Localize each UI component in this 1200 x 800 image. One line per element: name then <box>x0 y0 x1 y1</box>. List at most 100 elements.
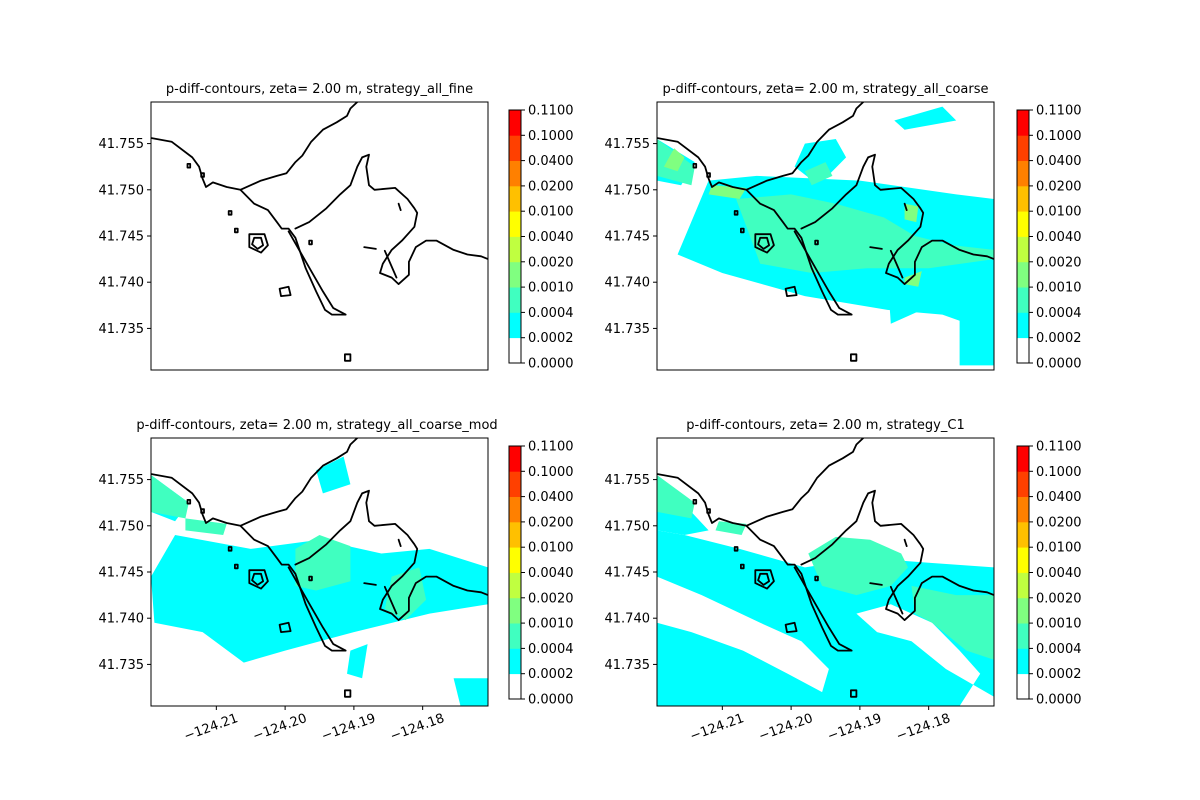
coastline-path <box>903 538 908 547</box>
coastline-path <box>903 202 908 212</box>
colorbar-tick-label: 0.0400 <box>528 154 574 169</box>
subplot-strategy-all-coarse: p-diff-contours, zeta= 2.00 m, strategy_… <box>605 82 1082 372</box>
coastline-path <box>706 508 711 514</box>
colorbar-segment <box>509 673 521 700</box>
coastline-path <box>383 249 398 279</box>
colorbar-tick-label: 0.0004 <box>1036 306 1082 321</box>
coastline-path <box>151 438 359 527</box>
colorbar-segment <box>1017 648 1029 675</box>
colorbar-tick-label: 0.1100 <box>528 104 574 119</box>
coastline-path <box>343 689 352 698</box>
colorbar-segment <box>509 471 521 497</box>
coastline-path <box>248 569 269 590</box>
plot-area <box>151 438 488 706</box>
colorbar-tick-label: 0.0020 <box>528 255 574 270</box>
colorbar-segment <box>509 312 521 339</box>
colorbar-tick-label: 0.0000 <box>528 693 574 708</box>
coastline-path <box>151 102 359 191</box>
subplot-strategy-c1: p-diff-contours, zeta= 2.00 m, strategy_… <box>605 418 1082 744</box>
coastline-path <box>343 353 352 362</box>
x-tick-label: −124.19 <box>826 711 884 744</box>
coastline-path <box>733 546 739 552</box>
colorbar-segment <box>509 160 521 187</box>
contour-fill-region <box>911 585 994 660</box>
contour-fill-region <box>453 678 488 706</box>
coastline-path <box>294 489 488 621</box>
coastline-path <box>248 233 269 254</box>
colorbar-segment <box>1017 185 1029 212</box>
coastline-path <box>800 153 994 286</box>
colorbar-segment <box>1017 597 1029 624</box>
x-tick-label: −124.19 <box>320 711 378 744</box>
y-tick-label: 41.745 <box>99 230 145 245</box>
colorbar-tick-label: 0.0200 <box>528 515 574 530</box>
coastline-path <box>383 585 398 615</box>
subplot-title: p-diff-contours, zeta= 2.00 m, strategy_… <box>686 418 964 433</box>
coastline-path <box>889 585 904 615</box>
coastline-path <box>397 202 402 212</box>
colorbar-segment <box>509 623 521 649</box>
colorbar-tick-label: 0.0000 <box>1036 357 1082 372</box>
colorbar-segment <box>1017 623 1029 649</box>
coastline-path <box>239 524 347 652</box>
colorbar-tick-label: 0.0200 <box>1036 179 1082 194</box>
colorbar-tick-label: 0.0004 <box>528 642 574 657</box>
colorbar-tick-label: 0.0020 <box>1036 591 1082 606</box>
coastline-path <box>754 569 775 590</box>
colorbar-segment <box>509 521 521 548</box>
coastline-path <box>186 162 192 169</box>
y-tick-label: 41.735 <box>99 658 145 673</box>
coastline-path <box>745 188 853 316</box>
colorbar-tick-label: 0.0100 <box>528 205 574 220</box>
contour-fill-region <box>959 286 994 366</box>
y-tick-label: 41.735 <box>605 658 651 673</box>
colorbar-segment <box>509 110 521 136</box>
colorbar-tick-label: 0.0400 <box>528 490 574 505</box>
coastline-path <box>657 438 865 527</box>
coastline-path <box>657 102 865 191</box>
contour-fill-region <box>347 644 368 679</box>
y-tick-label: 41.750 <box>99 519 145 534</box>
contour-fill-region <box>904 203 919 223</box>
colorbar-segment <box>509 446 521 472</box>
coastline-path <box>814 239 819 246</box>
coastline-path <box>186 498 192 505</box>
coastline-path <box>784 621 798 633</box>
colorbar-segment <box>509 261 521 288</box>
contour-fill-region <box>808 536 908 596</box>
colorbar-segment <box>1017 547 1029 573</box>
colorbar-tick-label: 0.0002 <box>1036 667 1082 682</box>
colorbar-segment <box>1017 446 1029 472</box>
colorbar-tick-label: 0.1100 <box>1036 440 1082 455</box>
colorbar-segment <box>1017 287 1029 313</box>
contour-fill-region <box>804 162 833 186</box>
contour-fill-region <box>736 194 994 273</box>
contour-fill-region <box>952 442 994 475</box>
coastline-path <box>757 572 770 586</box>
colorbar-tick-label: 0.0040 <box>528 566 574 581</box>
y-tick-label: 41.750 <box>605 183 651 198</box>
y-tick-label: 41.745 <box>605 230 651 245</box>
colorbar-segment <box>1017 496 1029 523</box>
contour-fill-region <box>185 518 227 535</box>
plot-background <box>151 102 488 370</box>
coastline-path <box>733 210 739 216</box>
colorbar-segment <box>1017 110 1029 136</box>
colorbar-tick-label: 0.0004 <box>1036 642 1082 657</box>
y-tick-label: 41.735 <box>605 322 651 337</box>
coastline-path <box>850 353 858 362</box>
x-tick-label: −124.21 <box>688 711 746 744</box>
y-tick-label: 41.755 <box>99 473 145 488</box>
coastline-path <box>287 566 347 652</box>
y-tick-label: 41.755 <box>605 137 651 152</box>
y-tick-label: 41.740 <box>605 612 651 627</box>
y-tick-label: 41.740 <box>605 276 651 291</box>
colorbar-tick-label: 0.0040 <box>528 230 574 245</box>
y-tick-label: 41.745 <box>605 566 651 581</box>
coastline-path <box>850 689 858 698</box>
y-tick-label: 41.740 <box>99 612 145 627</box>
colorbar-tick-label: 0.0100 <box>528 541 574 556</box>
colorbar-tick-label: 0.0400 <box>1036 490 1082 505</box>
coastline-path <box>294 153 488 286</box>
